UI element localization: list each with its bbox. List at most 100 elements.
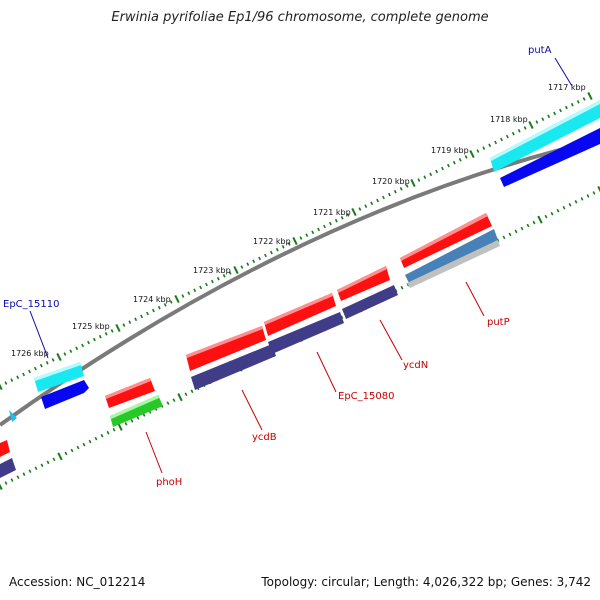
minor-tick [580, 197, 584, 201]
kbp-label: 1722 kbp [253, 237, 291, 246]
minor-tick [39, 363, 43, 368]
kbp-label: 1720 kbp [372, 177, 410, 186]
minor-tick [488, 143, 492, 148]
gene-putP-feature[interactable] [400, 213, 500, 288]
gene-EpC_15110-feature[interactable] [34, 362, 89, 409]
minor-tick [346, 213, 350, 217]
minor-tick [494, 140, 498, 145]
minor-tick [240, 265, 244, 269]
minor-tick [166, 401, 170, 405]
minor-tick [311, 230, 315, 235]
minor-tick [64, 451, 68, 456]
minor-tick [10, 478, 14, 482]
minor-tick [523, 126, 527, 130]
minor-tick [452, 160, 456, 165]
minor-tick [517, 129, 521, 133]
major-tick [0, 383, 3, 391]
minor-tick [92, 337, 96, 342]
major-tick [469, 149, 475, 159]
kbp-label: 1724 kbp [133, 295, 171, 304]
gene-label-putP[interactable]: putP [487, 317, 510, 328]
gene-label-EpC_15080[interactable]: EpC_15080 [338, 391, 394, 402]
gene-label-ycdN[interactable]: ycdN [403, 360, 428, 371]
gene-ycdN-feature[interactable] [337, 266, 398, 319]
major-tick [528, 120, 534, 130]
minor-tick [82, 442, 86, 447]
minor-tick [435, 169, 439, 174]
kbp-label: 1723 kbp [193, 266, 231, 275]
minor-tick [281, 245, 285, 249]
major-tick [174, 294, 180, 304]
minor-tick [228, 271, 232, 275]
minor-tick [4, 381, 8, 385]
minor-tick [52, 457, 56, 462]
kbp-label: 1718 kbp [490, 115, 528, 124]
minor-tick [157, 305, 161, 310]
gene-EpC_15080-feature[interactable] [264, 293, 344, 354]
minor-tick [526, 223, 530, 228]
minor-tick [110, 329, 114, 333]
genome-stats-text: Topology: circular; Length: 4,026,322 bp… [261, 575, 591, 589]
minor-tick [146, 311, 149, 316]
gene-phoH-feature[interactable] [105, 378, 163, 427]
minor-tick [574, 200, 578, 204]
minor-tick [535, 120, 539, 124]
minor-tick [169, 300, 173, 304]
minor-tick [576, 100, 580, 104]
major-tick [292, 236, 298, 246]
minor-tick [216, 276, 220, 281]
minor-tick [88, 439, 92, 444]
gene-putA-feature[interactable] [490, 100, 600, 187]
minor-tick [400, 285, 404, 290]
minor-tick [70, 448, 74, 453]
minor-tick [199, 285, 203, 290]
minor-tick [405, 184, 409, 188]
minor-tick [417, 178, 421, 182]
kbp-label: 1717 kbp [548, 83, 586, 92]
major-tick [57, 452, 63, 461]
minor-tick [16, 475, 20, 479]
minor-tick [287, 242, 291, 246]
gene-ycdB-feature[interactable] [186, 326, 276, 390]
minor-tick [500, 137, 503, 142]
minor-tick [140, 314, 144, 319]
gene-label-EpC_15110[interactable]: EpC_15110 [3, 299, 59, 310]
minor-tick [16, 375, 20, 380]
minor-tick [387, 192, 391, 197]
minor-tick [511, 131, 515, 136]
gene-label-putA[interactable]: putA [528, 45, 552, 56]
minor-tick [28, 369, 31, 374]
minor-tick [532, 220, 536, 225]
minor-tick [136, 416, 140, 420]
gene-left-edge-feature[interactable] [0, 440, 16, 478]
gene-label-phoH[interactable]: phoH [156, 477, 182, 488]
minor-tick [100, 433, 104, 438]
minor-tick [508, 232, 512, 237]
minor-tick [582, 97, 586, 101]
major-tick [351, 207, 357, 217]
minor-tick [75, 346, 79, 351]
minor-tick [258, 256, 262, 261]
minor-tick [364, 204, 368, 208]
accession-text: Accession: NC_012214 [9, 575, 146, 589]
minor-tick [104, 332, 108, 336]
minor-tick [541, 117, 545, 121]
major-tick [587, 91, 593, 101]
minor-tick [514, 229, 518, 234]
minor-tick [564, 105, 568, 110]
minor-tick [399, 187, 403, 191]
minor-tick [81, 343, 85, 348]
callout-lines [29, 57, 573, 474]
minor-tick [122, 323, 126, 327]
minor-tick [550, 211, 554, 216]
minor-tick [190, 389, 194, 394]
minor-tick [252, 259, 256, 264]
minor-tick [328, 221, 332, 226]
gene-small-arrow[interactable] [9, 410, 17, 422]
minor-tick [98, 334, 102, 339]
gene-label-ycdB[interactable]: ycdB [252, 432, 277, 443]
minor-tick [275, 247, 279, 252]
minor-tick [299, 236, 303, 240]
genome-backbone [0, 138, 600, 427]
minor-tick [51, 358, 55, 362]
